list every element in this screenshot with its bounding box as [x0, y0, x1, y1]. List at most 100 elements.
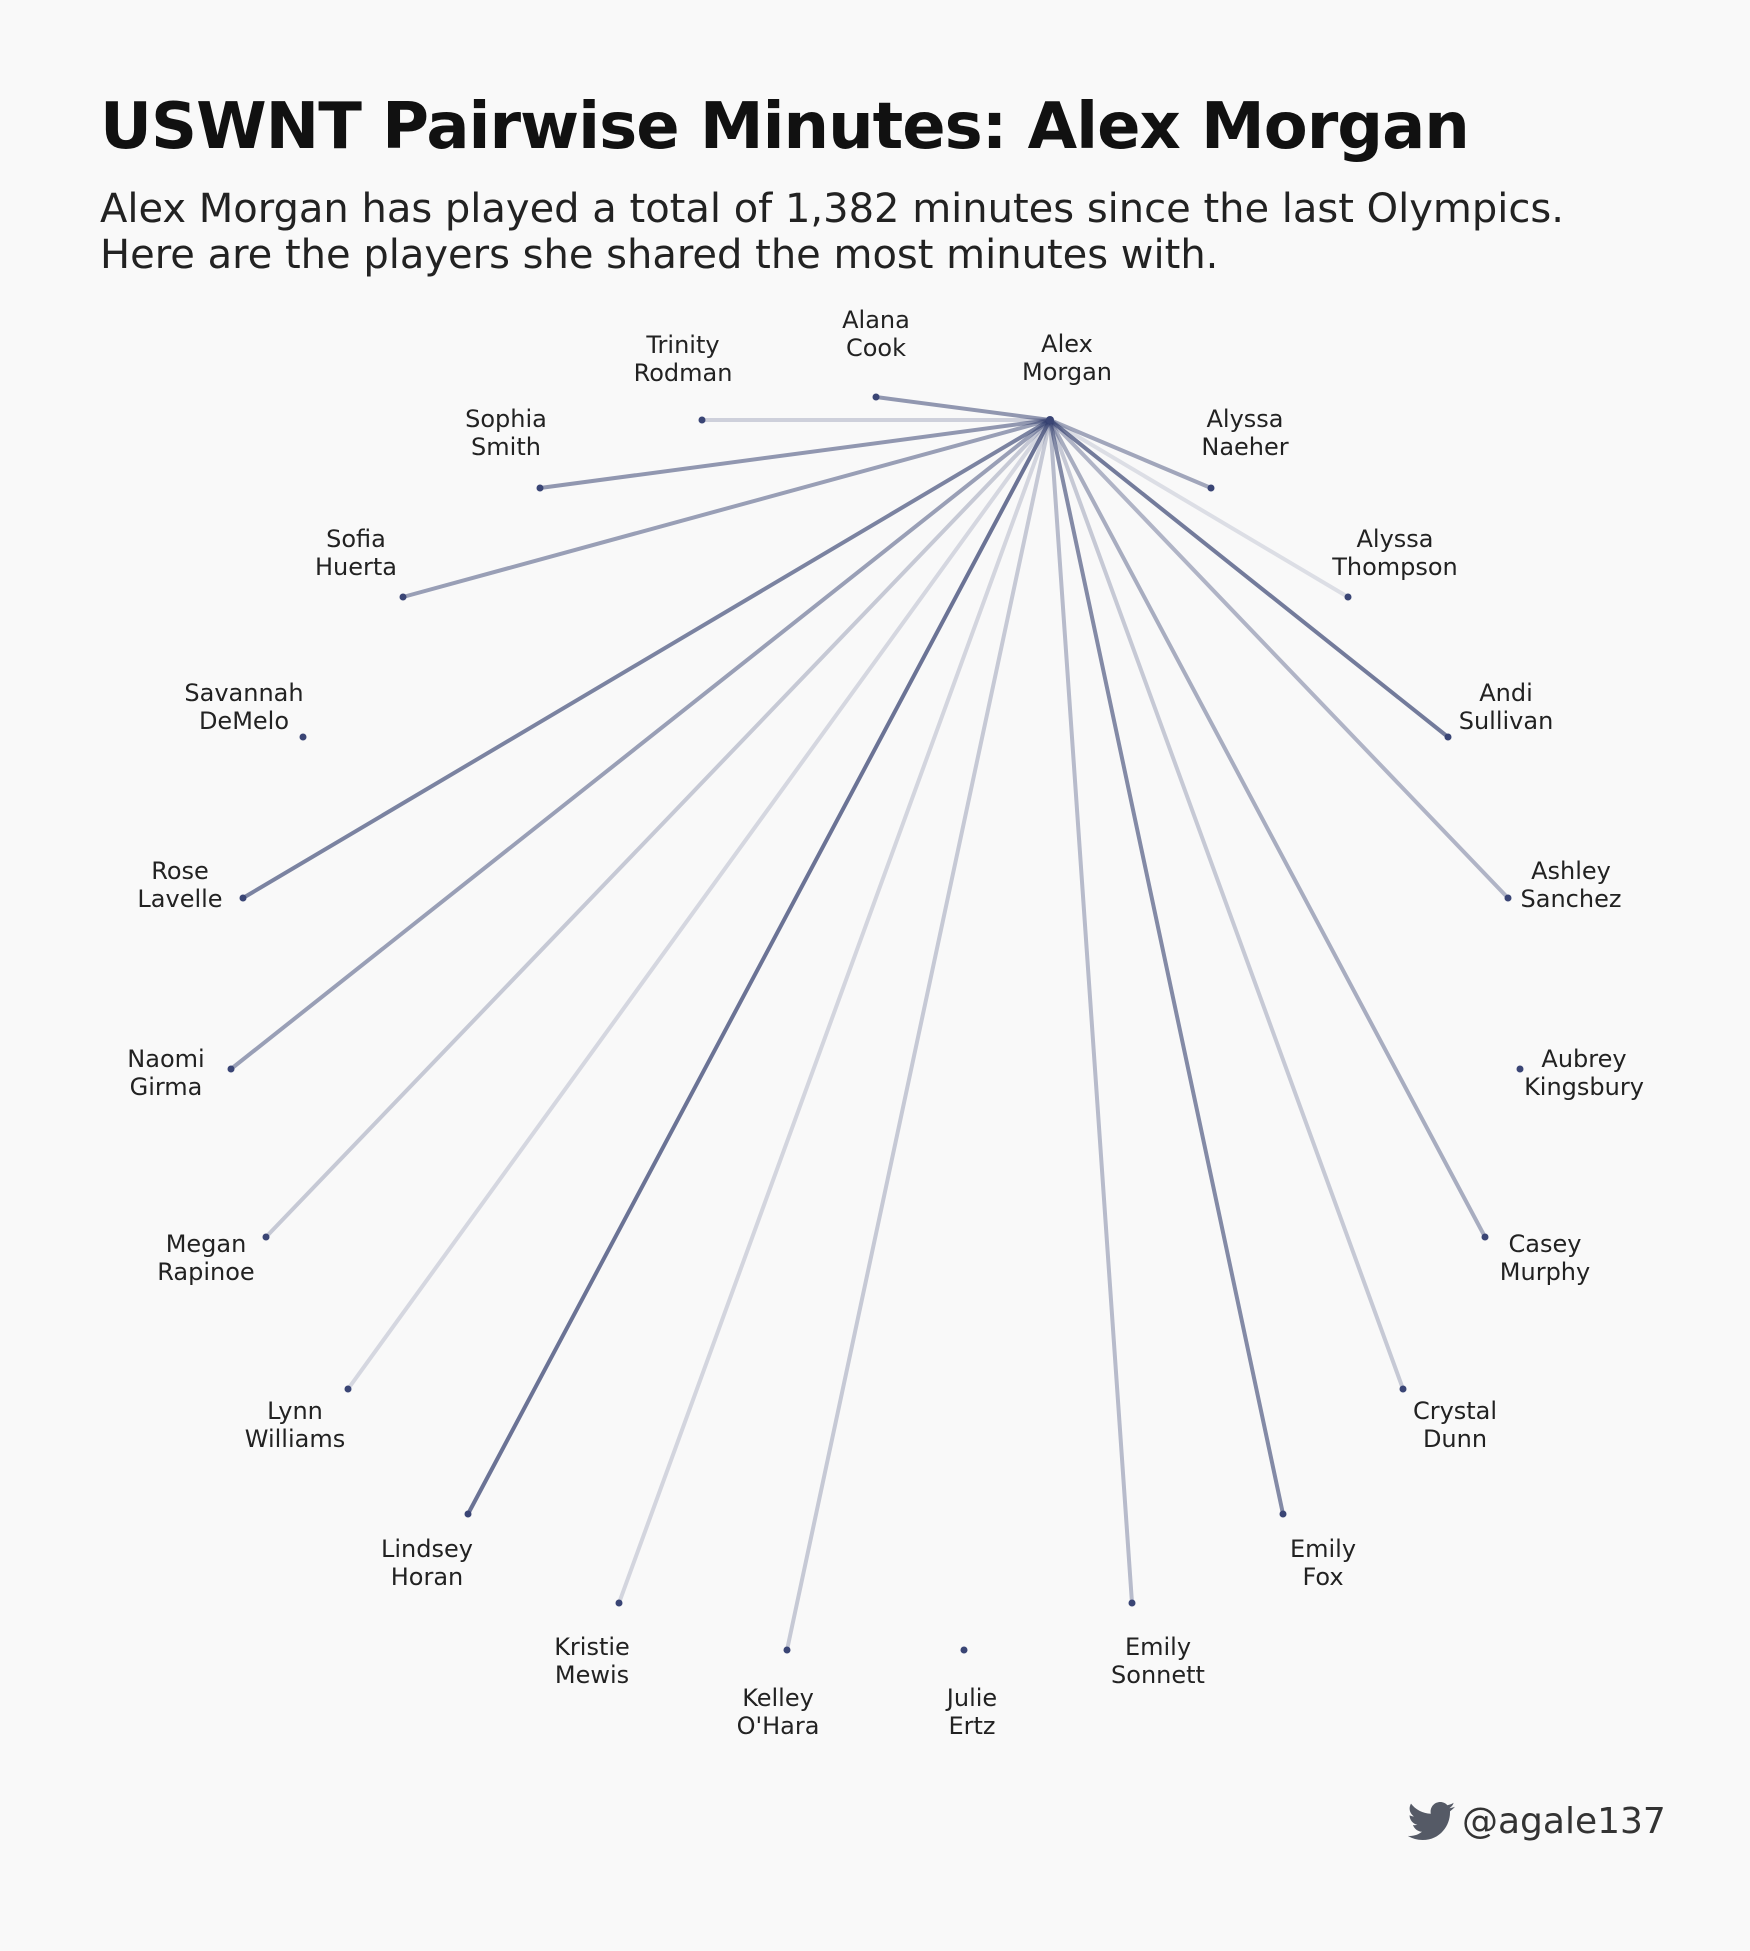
node-lynn-williams: [344, 1385, 352, 1393]
node-lindsey-horan: [464, 1510, 472, 1518]
label-crystal-dunn-line: Dunn: [1423, 1425, 1487, 1453]
label-kristie-mewis-line: Mewis: [555, 1661, 629, 1689]
label-crystal-dunn-line: Crystal: [1413, 1397, 1497, 1425]
label-emily-sonnett-line: Emily: [1125, 1633, 1191, 1661]
label-lynn-williams-line: Lynn: [267, 1397, 323, 1425]
label-alana-cook-line: Alana: [842, 306, 910, 334]
label-alyssa-naeher-line: Naeher: [1201, 433, 1288, 461]
label-alex-morgan-line: Morgan: [1022, 358, 1112, 386]
edge-alyssa-naeher: [1048, 418, 1213, 490]
label-emily-sonnett: Emily Sonnett: [1111, 1633, 1205, 1689]
node-megan-rapinoe: [262, 1233, 270, 1241]
label-rose-lavelle-line: Rose: [151, 857, 209, 885]
label-kristie-mewis-line: Kristie: [554, 1633, 630, 1661]
edge-alyssa-thompson: [1048, 418, 1350, 599]
node-ashley-sanchez: [1504, 894, 1512, 902]
node-trinity-rodman: [698, 416, 706, 424]
label-emily-fox: Emily Fox: [1290, 1535, 1356, 1591]
label-kelley-ohara-line: Kelley: [742, 1684, 814, 1712]
edge-sofia-huerta: [401, 418, 1052, 599]
label-megan-rapinoe: Megan Rapinoe: [157, 1230, 254, 1286]
label-sofia-huerta: Sofia Huerta: [315, 525, 397, 581]
label-naomi-girma-line: Girma: [130, 1073, 203, 1101]
label-savannah-demelo-line: Savannah: [184, 679, 303, 707]
label-kelley-ohara: Kelley O'Hara: [737, 1684, 820, 1740]
node-julie-ertz: [960, 1646, 968, 1654]
label-aubrey-kingsbury: Aubrey Kingsbury: [1524, 1045, 1644, 1101]
node-layer: [227, 393, 1524, 1654]
label-alyssa-thompson-line: Alyssa: [1356, 525, 1433, 553]
label-emily-sonnett-line: Sonnett: [1111, 1661, 1205, 1689]
edge-casey-murphy: [1048, 418, 1487, 1239]
edge-megan-rapinoe: [264, 418, 1052, 1239]
edge-sophia-smith: [538, 418, 1052, 490]
edge-alana-cook: [874, 395, 1052, 422]
label-ashley-sanchez-line: Sanchez: [1521, 885, 1622, 913]
label-savannah-demelo: Savannah DeMelo: [184, 679, 303, 735]
author-credit: @agale137: [1408, 1801, 1666, 1842]
label-emily-fox-line: Fox: [1302, 1563, 1343, 1591]
label-rose-lavelle-line: Lavelle: [137, 885, 222, 913]
label-julie-ertz-line: Julie: [945, 1684, 997, 1712]
label-sophia-smith-line: Sophia: [465, 405, 547, 433]
node-andi-sullivan: [1444, 733, 1452, 741]
label-lynn-williams: Lynn Williams: [245, 1397, 345, 1453]
node-sofia-huerta: [399, 593, 407, 601]
node-sophia-smith: [536, 484, 544, 492]
label-sofia-huerta-line: Sofia: [326, 525, 386, 553]
node-alex-morgan: [1046, 416, 1054, 424]
edge-kelley-ohara: [785, 418, 1052, 1652]
edge-lynn-williams: [346, 418, 1052, 1391]
node-emily-fox: [1279, 1510, 1287, 1518]
edge-crystal-dunn: [1048, 418, 1405, 1391]
node-kelley-ohara: [783, 1646, 791, 1654]
label-emily-fox-line: Emily: [1290, 1535, 1356, 1563]
label-andi-sullivan-line: Sullivan: [1459, 707, 1554, 735]
node-kristie-mewis: [615, 1599, 623, 1607]
label-savannah-demelo-line: DeMelo: [199, 707, 289, 735]
label-sofia-huerta-line: Huerta: [315, 553, 397, 581]
page-subtitle: Alex Morgan has played a total of 1,382 …: [100, 186, 1564, 278]
label-alyssa-naeher: Alyssa Naeher: [1201, 405, 1288, 461]
edge-naomi-girma: [229, 418, 1052, 1071]
node-savannah-demelo: [299, 733, 307, 741]
label-megan-rapinoe-line: Rapinoe: [157, 1258, 254, 1286]
edge-emily-fox: [1048, 418, 1285, 1516]
edge-kristie-mewis: [617, 418, 1052, 1605]
author-handle: @agale137: [1462, 1801, 1666, 1842]
label-alex-morgan: Alex Morgan: [1022, 330, 1112, 386]
label-lynn-williams-line: Williams: [245, 1425, 345, 1453]
label-trinity-rodman-line: Trinity: [645, 331, 719, 359]
label-alana-cook-line: Cook: [846, 334, 906, 362]
label-andi-sullivan: Andi Sullivan: [1459, 679, 1554, 735]
label-andi-sullivan-line: Andi: [1479, 679, 1533, 707]
label-kristie-mewis: Kristie Mewis: [554, 1633, 630, 1689]
edge-layer: [229, 395, 1510, 1652]
label-lindsey-horan-line: Lindsey: [381, 1535, 473, 1563]
node-alana-cook: [872, 393, 880, 401]
label-aubrey-kingsbury-line: Kingsbury: [1524, 1073, 1644, 1101]
label-naomi-girma: Naomi Girma: [127, 1045, 204, 1101]
label-alyssa-thompson-line: Thompson: [1331, 553, 1458, 581]
label-casey-murphy: Casey Murphy: [1500, 1230, 1590, 1286]
edge-ashley-sanchez: [1048, 418, 1510, 900]
label-lindsey-horan-line: Horan: [391, 1563, 464, 1591]
node-emily-sonnett: [1128, 1599, 1136, 1607]
label-sophia-smith: Sophia Smith: [465, 405, 547, 461]
label-alana-cook: Alana Cook: [842, 306, 910, 362]
edge-lindsey-horan: [466, 418, 1052, 1516]
label-alex-morgan-line: Alex: [1041, 330, 1093, 358]
label-lindsey-horan: Lindsey Horan: [381, 1535, 473, 1591]
page-title: USWNT Pairwise Minutes: Alex Morgan: [100, 90, 1470, 164]
node-naomi-girma: [227, 1065, 235, 1073]
label-aubrey-kingsbury-line: Aubrey: [1541, 1045, 1626, 1073]
label-kelley-ohara-line: O'Hara: [737, 1712, 820, 1740]
node-alyssa-naeher: [1207, 484, 1215, 492]
label-julie-ertz-line: Ertz: [948, 1712, 995, 1740]
edge-emily-sonnett: [1048, 418, 1134, 1605]
node-alyssa-thompson: [1344, 593, 1352, 601]
label-alyssa-thompson: Alyssa Thompson: [1331, 525, 1458, 581]
label-crystal-dunn: Crystal Dunn: [1413, 1397, 1497, 1453]
